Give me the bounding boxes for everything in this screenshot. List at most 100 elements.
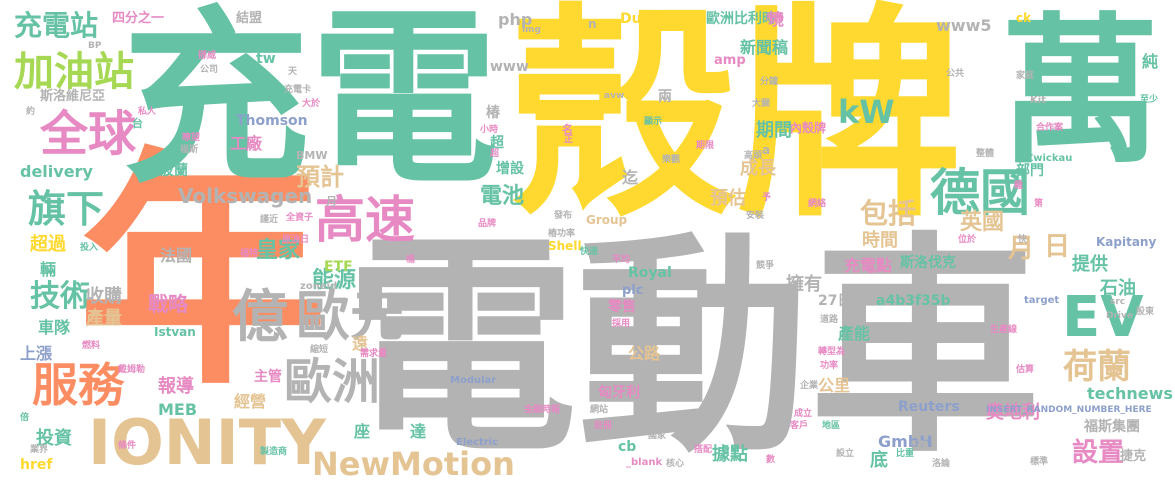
word-cloud-word: 生產線: [990, 325, 1018, 335]
word-cloud-word: 整體: [976, 149, 995, 159]
word-cloud-word: target: [1024, 295, 1060, 306]
word-cloud-word: 名: [562, 123, 573, 136]
word-cloud-word: Royal: [628, 265, 672, 281]
word-cloud-word: amp: [714, 53, 746, 68]
word-cloud-word: 年: [78, 127, 328, 418]
word-cloud-word: 核心: [666, 459, 685, 469]
word-cloud-word: Volkswagen: [178, 184, 313, 208]
word-cloud-word: 公共: [946, 69, 965, 79]
word-cloud-word: 結盟: [236, 11, 263, 26]
word-cloud-word: 產量: [86, 308, 122, 329]
word-cloud-word: a: [762, 143, 771, 157]
word-cloud-word: 安裝: [746, 211, 765, 221]
word-cloud-word: 歐洲比利時: [706, 11, 776, 27]
word-cloud-word: 四分之一: [112, 11, 165, 26]
word-cloud-word: 電池: [480, 184, 525, 209]
word-cloud-word: 台: [132, 117, 143, 130]
word-cloud-word: 歐洲: [284, 354, 381, 410]
word-cloud-word: 法國: [160, 246, 193, 265]
word-cloud-word: 福斯集團: [1084, 419, 1140, 435]
word-cloud-word: 發布: [554, 211, 573, 221]
word-cloud-word: 純: [1142, 52, 1159, 71]
word-cloud-word: 27日: [818, 293, 852, 309]
word-cloud-word: Modular: [450, 375, 497, 386]
word-cloud-word: 快: [1018, 235, 1028, 245]
word-cloud-word: 轉型為: [818, 347, 846, 357]
word-cloud-word: 顯示: [644, 117, 663, 127]
word-cloud-word: 主管: [254, 369, 282, 385]
word-cloud-word: 成長: [740, 158, 776, 179]
word-cloud-word: 公司: [200, 65, 219, 75]
word-cloud-word: 能源: [312, 268, 357, 293]
word-cloud-word: 月: [326, 195, 337, 208]
word-cloud-word: 充電點: [844, 256, 893, 275]
word-cloud-word: 分鐘: [760, 77, 779, 87]
word-cloud-word: 戴姆勒: [118, 365, 146, 375]
word-cloud-word: 原油日: [282, 235, 310, 245]
word-cloud-word: 投資: [36, 428, 72, 449]
word-cloud-word: 預計: [296, 163, 344, 191]
word-cloud-word: 予: [762, 193, 772, 203]
word-cloud-word: 大關: [752, 99, 771, 109]
word-cloud-word: 增設: [496, 161, 524, 177]
word-cloud-word: 殼牌: [510, 0, 963, 248]
word-cloud-word: 投入: [80, 243, 99, 253]
word-cloud-word: BMW: [296, 149, 328, 162]
word-cloud-word: 萬: [1000, 0, 1161, 185]
word-cloud-word: tw: [256, 51, 276, 67]
word-cloud-word: 加油站: [14, 49, 134, 95]
word-cloud-word: Drive: [1106, 311, 1133, 321]
word-cloud-word: 道路: [820, 315, 839, 325]
word-cloud-word: Istvan: [154, 325, 196, 339]
word-cloud-word: 設立: [836, 449, 855, 459]
word-cloud-word: 製造商: [260, 447, 288, 457]
word-cloud-word: 達: [410, 422, 427, 441]
word-cloud-word: 皇家: [256, 238, 301, 263]
word-cloud-word: 天: [288, 67, 298, 77]
word-cloud-word: 充電: [122, 0, 498, 209]
word-cloud-word: 輛: [40, 260, 57, 279]
word-cloud-word: 金融時報: [524, 405, 561, 415]
word-cloud-word: 福斯: [180, 145, 199, 155]
word-cloud-word: Kit: [1030, 95, 1046, 106]
word-cloud-word: 大於: [302, 99, 321, 109]
word-cloud-word: 預估: [710, 188, 746, 209]
word-cloud-word: href: [20, 457, 53, 473]
word-cloud-word: 搭配: [694, 445, 713, 455]
word-cloud-word: 公里: [818, 376, 851, 395]
word-cloud-word: 洛論: [932, 459, 951, 469]
word-cloud-word: plc: [622, 283, 644, 298]
word-cloud-word: 超: [490, 149, 500, 159]
word-cloud-word: 股東: [1136, 307, 1155, 317]
word-cloud-word: 石油: [1100, 278, 1136, 299]
word-cloud-word: 產能: [838, 324, 871, 343]
word-cloud-word: 高頭: [744, 151, 763, 161]
word-cloud-word: _blank: [626, 457, 663, 468]
word-cloud-word: kW: [838, 93, 895, 131]
word-cloud-word: 遠: [352, 334, 369, 353]
word-cloud-word: GmbH: [878, 432, 933, 451]
word-cloud-word: 上漲: [20, 344, 53, 363]
word-cloud-word: 家庭: [1016, 71, 1035, 81]
word-cloud-word: n: [588, 17, 597, 31]
word-cloud-word: Reuters: [898, 399, 960, 415]
word-cloud-word: 公路: [628, 344, 661, 363]
word-cloud-word: 謹近: [260, 215, 279, 225]
word-cloud-word: 迄: [622, 168, 639, 187]
word-cloud-word: 底: [870, 450, 888, 471]
word-cloud-word: 匈牙利: [598, 385, 640, 401]
word-cloud-word: 平均: [612, 255, 631, 265]
word-cloud-word: 荷蘭: [1063, 347, 1131, 387]
word-cloud-word: 德國: [930, 164, 1030, 222]
word-cloud-word: 快速: [580, 247, 599, 257]
word-cloud-word: BP: [88, 41, 102, 51]
word-cloud-word: cb: [618, 439, 637, 455]
word-cloud-word: 超過: [30, 234, 66, 255]
word-cloud-word: 期限: [696, 141, 715, 151]
word-cloud-word: 內殼牌: [790, 121, 827, 135]
word-cloud-word: 燃料: [82, 341, 101, 351]
word-cloud-word: 兩: [658, 89, 672, 105]
word-cloud-word: 競爭: [756, 261, 775, 271]
word-cloud-word: 至少: [1140, 95, 1159, 105]
